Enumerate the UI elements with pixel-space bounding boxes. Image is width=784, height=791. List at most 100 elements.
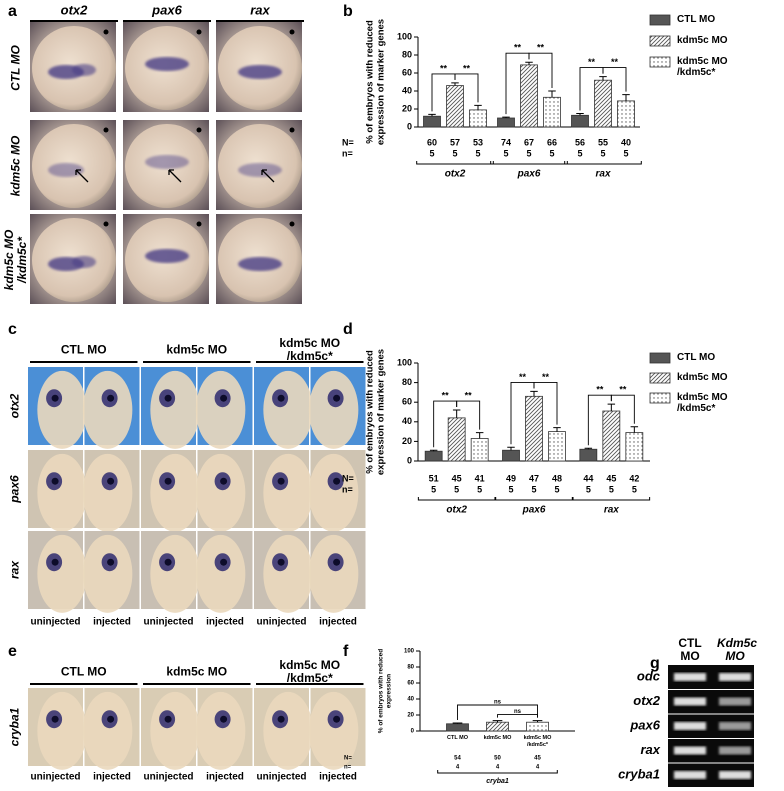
- bottom-label: uninjected: [256, 617, 306, 628]
- tadpole-head: [308, 691, 359, 770]
- marker-dot: [289, 29, 295, 35]
- y-axis-label: % of embryos with reduced expression: [377, 648, 393, 734]
- significance-bracket: [456, 400, 481, 430]
- sample-size-n: 5: [623, 148, 628, 158]
- error-bar: [492, 720, 503, 723]
- pupil: [51, 394, 59, 402]
- sample-size-N: 41: [475, 473, 485, 483]
- column-header: kdm5c MO /kdm5c*: [279, 658, 341, 685]
- pupil: [333, 394, 341, 402]
- staining: [145, 57, 189, 71]
- N-label: N=: [342, 137, 354, 147]
- legend-label: kdm5c MO: [677, 372, 728, 383]
- bar: [486, 721, 509, 732]
- y-tick-label: 0: [411, 729, 415, 735]
- bar: [594, 79, 612, 128]
- y-tick-label: 80: [402, 49, 412, 59]
- pupil: [107, 477, 115, 485]
- group-bracket: [564, 161, 642, 165]
- sample-size-N: 44: [583, 473, 593, 483]
- y-tick-label: 60: [402, 67, 412, 77]
- bar: [446, 85, 464, 128]
- legend-label: kdm5c MO: [677, 35, 728, 46]
- pupil: [333, 477, 341, 485]
- error-bar: [451, 82, 459, 86]
- y-tick-label: 0: [407, 121, 412, 131]
- sample-size-n: 5: [531, 484, 536, 494]
- column-header: CTL MO: [60, 342, 107, 357]
- gel-band: [719, 722, 751, 730]
- marker-dot: [289, 127, 295, 133]
- pupil: [220, 715, 228, 723]
- bar: [520, 64, 538, 128]
- sample-size-N: 54: [454, 756, 461, 762]
- x-tick-label: otx2: [446, 505, 467, 516]
- legend-label: kdm5c MO /kdm5c*: [677, 392, 728, 414]
- significance-label: ns: [514, 709, 522, 715]
- bar: [543, 96, 561, 128]
- y-tick-label: 80: [407, 665, 414, 671]
- legend-swatch: [649, 372, 671, 384]
- gel-band: [719, 746, 751, 755]
- tadpole-head: [37, 534, 87, 613]
- significance-label: **: [596, 385, 604, 395]
- marker-dot: [196, 221, 202, 227]
- column-header: kdm5c MO: [166, 664, 228, 679]
- pupil: [164, 394, 172, 402]
- panel-label: g: [650, 655, 660, 672]
- sample-size-N: 45: [606, 473, 616, 483]
- bar: [502, 449, 520, 462]
- tadpole-head: [263, 453, 313, 532]
- error-bar: [576, 113, 584, 116]
- error-bar: [502, 116, 510, 118]
- group-bracket: [417, 497, 496, 501]
- bottom-label: injected: [93, 772, 131, 783]
- group-bracket: [437, 770, 558, 774]
- x-tick-label: otx2: [445, 169, 466, 180]
- error-bar: [607, 403, 616, 412]
- sample-size-n: 5: [452, 148, 457, 158]
- sample-size-n: 4: [456, 765, 460, 771]
- significance-label: ns: [494, 699, 502, 705]
- pupil: [277, 477, 285, 485]
- sample-size-n: 5: [503, 148, 508, 158]
- sample-size-n: 4: [536, 765, 540, 771]
- y-tick-label: 40: [407, 697, 414, 703]
- tadpole-head: [195, 534, 246, 613]
- error-bar: [452, 409, 461, 418]
- column-header: CTL MO: [60, 664, 107, 679]
- bottom-label: injected: [93, 617, 131, 628]
- pupil: [51, 715, 59, 723]
- panel-label: d: [343, 321, 353, 338]
- error-bar: [475, 432, 484, 439]
- error-bar: [507, 446, 515, 451]
- tadpole-head: [37, 691, 87, 770]
- tadpole-head: [82, 534, 133, 613]
- sample-size-n: 5: [477, 484, 482, 494]
- N-label: N=: [344, 756, 352, 762]
- column-header: CTL MO: [678, 636, 702, 663]
- staining: [48, 163, 84, 177]
- legend-swatch: [649, 14, 671, 26]
- staining: [238, 257, 282, 271]
- gel-row-label: pax6: [629, 717, 660, 732]
- sample-size-N: 50: [494, 756, 501, 762]
- tadpole-head: [195, 370, 246, 449]
- legend-swatch: [649, 392, 671, 404]
- tadpole-head: [150, 370, 200, 449]
- legend-swatch: [649, 352, 671, 364]
- y-tick-label: 40: [402, 416, 412, 426]
- bar: [526, 721, 549, 732]
- pupil: [164, 558, 172, 566]
- gel-band: [674, 746, 706, 755]
- bar: [602, 410, 621, 462]
- bar: [579, 448, 598, 462]
- pupil: [220, 394, 228, 402]
- y-axis-label: % of embryos with reduced expression of …: [364, 348, 387, 476]
- pupil: [220, 477, 228, 485]
- tadpole-head: [195, 691, 246, 770]
- sample-size-N: 45: [452, 473, 462, 483]
- error-bar: [548, 90, 556, 98]
- bottom-label: injected: [319, 772, 357, 783]
- bar: [625, 432, 644, 462]
